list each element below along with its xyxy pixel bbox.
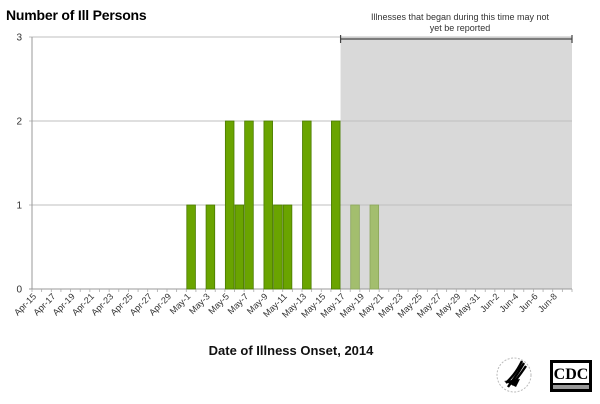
reporting-delay-annotation: Illnesses that began during this time ma… — [370, 12, 550, 34]
case-bar — [273, 204, 283, 290]
case-bar — [205, 204, 216, 290]
x-tick-label: May-3 — [187, 291, 212, 316]
case-bar — [331, 120, 341, 290]
shaded-reporting-region — [340, 37, 572, 289]
x-tick-label: Apr-29 — [147, 291, 173, 317]
case-bar — [224, 120, 235, 290]
pending-case-bar — [350, 204, 360, 290]
case-bar — [244, 120, 254, 290]
annotation-line-1: Illnesses that began during this time ma… — [370, 12, 550, 22]
x-tick-label: Jun-4 — [497, 291, 520, 314]
annotation-line-2: yet be reported — [429, 23, 491, 33]
x-tick-label: Jun-8 — [536, 291, 559, 314]
y-tick-label: 2 — [16, 117, 22, 128]
case-bar — [263, 120, 273, 290]
y-tick-label: 0 — [16, 285, 22, 296]
case-bar — [186, 204, 196, 290]
logos: CDC — [496, 357, 592, 393]
svg-text:CDC: CDC — [554, 366, 589, 383]
x-tick-label: Jun-2 — [478, 291, 501, 314]
cdc-logo-icon: CDC — [550, 360, 592, 392]
y-tick-label: 1 — [16, 201, 22, 212]
y-axis-title: Number of Ill Persons — [6, 7, 147, 23]
x-tick-label: Jun-6 — [517, 291, 540, 314]
x-tick-label: May-5 — [206, 291, 231, 316]
case-bar — [234, 204, 245, 290]
x-tick-label: May-7 — [226, 291, 251, 316]
x-tick-label: May-1 — [168, 291, 193, 316]
x-axis-title: Date of Illness Onset, 2014 — [0, 343, 600, 358]
case-bar — [282, 204, 293, 290]
y-tick-label: 3 — [16, 33, 22, 44]
x-axis-title-text: Date of Illness Onset, 2014 — [208, 343, 374, 358]
hhs-seal-icon — [496, 357, 532, 393]
pending-case-bar — [369, 204, 380, 290]
case-bar — [302, 120, 312, 290]
